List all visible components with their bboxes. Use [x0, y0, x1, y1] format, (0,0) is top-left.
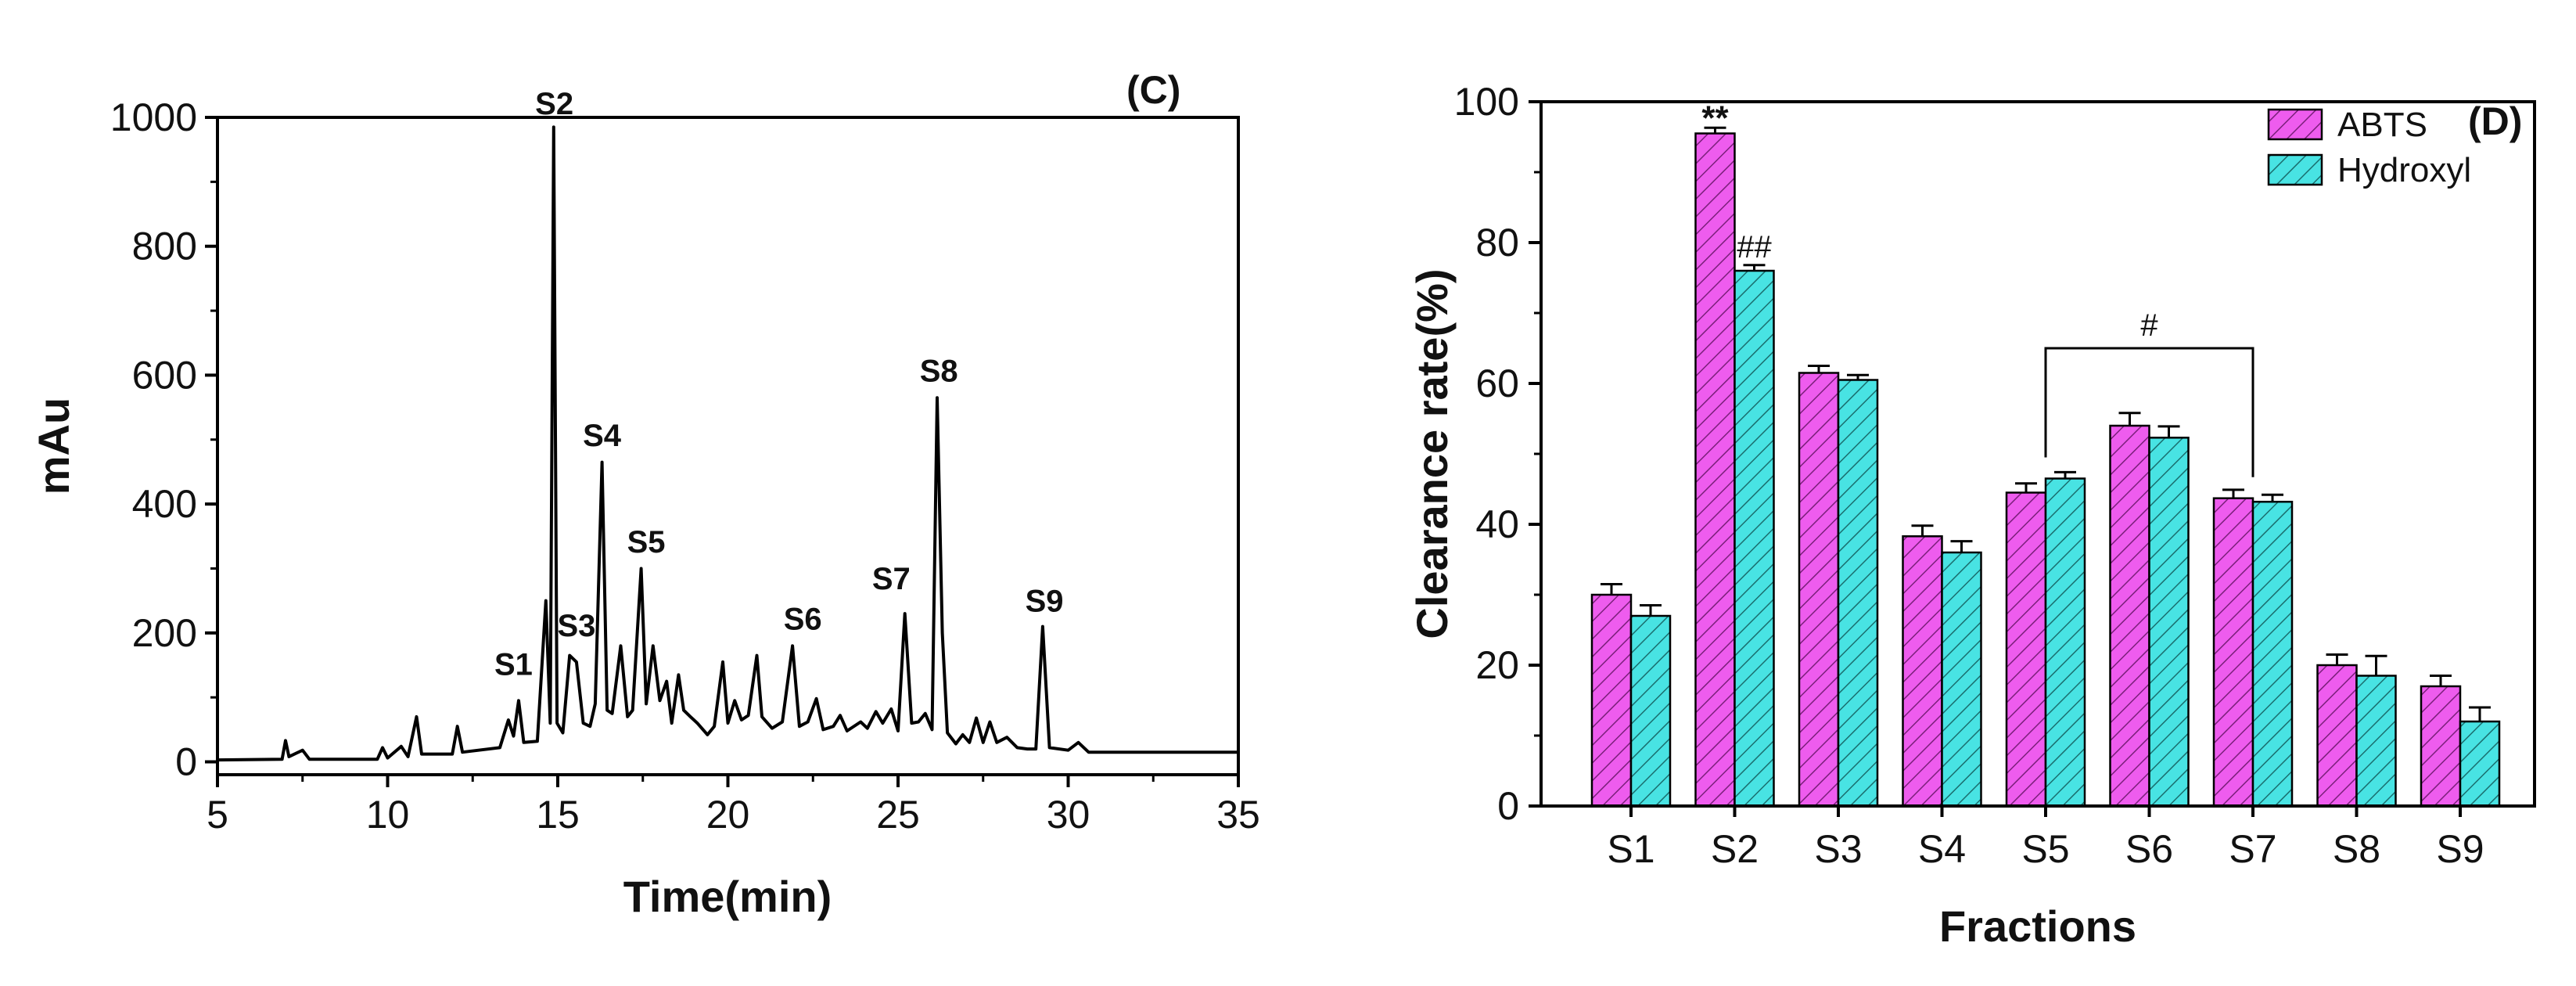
bar-x-ticks: S1 S2 S3 S4 S5 S6 S7 S8 S9	[1607, 806, 2484, 871]
bar-x-tick-label-s1: S1	[1607, 827, 1654, 871]
bar-hydroxyl-s9	[2459, 720, 2501, 808]
bar-abts-s8	[2316, 664, 2358, 808]
bar-abts-s6	[2109, 424, 2150, 808]
bar-y-tick-label: 20	[1475, 643, 1519, 687]
bar-x-tick-label-s7: S7	[2229, 827, 2276, 871]
bar-y-tick-label: 60	[1475, 362, 1519, 405]
bar-abts-s7	[2212, 497, 2254, 808]
bar-abts-s4	[1902, 535, 1943, 808]
legend-swatch-hydroxyl	[2267, 153, 2323, 186]
bar-hydroxyl-s1	[1629, 614, 1672, 808]
bar-panel-label: (D)	[2468, 99, 2522, 143]
bar-hydroxyl-s5	[2044, 477, 2086, 808]
peak-label-s7: S7	[872, 562, 911, 596]
chromatogram-chart: 0 200 400 600 800 1000 5 10 15 20 25 30 35 S1 S2 S3 S4…	[29, 68, 1260, 921]
bar-y-tick-label: 40	[1475, 502, 1519, 546]
peak-label-s6: S6	[784, 603, 822, 637]
significance-markers: **###	[1701, 99, 2254, 477]
significance-marker-hash: #	[2140, 308, 2158, 343]
peak-label-s1: S1	[494, 647, 533, 682]
bar-x-tick-label-s9: S9	[2436, 827, 2484, 871]
chromatogram-plot-frame	[216, 116, 1240, 776]
bar-x-tick-label-s5: S5	[2021, 827, 2069, 871]
bar-x-tick-label-s6: S6	[2125, 827, 2173, 871]
bar-y-tick-label: 100	[1454, 80, 1519, 124]
chromatogram-peak-labels: S1 S2 S3 S4 S5 S6 S7 S8 S9	[494, 87, 1064, 682]
chromatogram-y-ticks: 0 200 400 600 800 1000	[110, 95, 217, 784]
bar-x-tick-label-s4: S4	[1918, 827, 1966, 871]
bar-hydroxyl-s4	[1941, 551, 1982, 808]
peak-label-s9: S9	[1026, 585, 1064, 619]
chromatogram-x-tick-label: 30	[1047, 793, 1090, 837]
bar-hydroxyl-s6	[2148, 437, 2190, 808]
chromatogram-y-tick-label: 600	[132, 353, 197, 397]
chromatogram-x-tick-label: 20	[706, 793, 750, 837]
chromatogram-x-tick-label: 10	[366, 793, 410, 837]
bar-legend: ABTS Hydroxyl	[2267, 106, 2471, 189]
peak-label-s8: S8	[920, 354, 958, 389]
chromatogram-y-tick-label: 0	[175, 740, 197, 784]
bar-hydroxyl-s3	[1837, 379, 1879, 808]
chromatogram-x-axis-title: Time(min)	[623, 872, 832, 921]
chromatogram-trace	[217, 125, 1238, 762]
chromatogram-x-tick-label: 35	[1216, 793, 1260, 837]
bar-x-tick-label-s8: S8	[2333, 827, 2380, 871]
bar-abts-s5	[2005, 491, 2047, 808]
bar-y-tick-label: 0	[1497, 784, 1519, 828]
bar-abts-s3	[1798, 372, 1840, 808]
significance-marker-hydroxyl: ##	[1737, 230, 1772, 264]
peak-label-s5: S5	[627, 525, 666, 560]
chromatogram-y-tick-label: 200	[132, 611, 197, 655]
bar-hydroxyl-s8	[2355, 675, 2397, 808]
chromatogram-y-tick-label: 400	[132, 482, 197, 526]
chromatogram-y-tick-label: 800	[132, 225, 197, 268]
bar-x-tick-label-s2: S2	[1711, 827, 1759, 871]
significance-bracket	[2044, 347, 2254, 477]
chromatogram-x-tick-label: 25	[876, 793, 920, 837]
bar-y-ticks: 0 20 40 60 80 100	[1454, 80, 1541, 828]
bar-abts-s9	[2420, 685, 2462, 808]
significance-marker-abts: **	[1701, 99, 1729, 137]
chromatogram-panel-label: (C)	[1126, 68, 1180, 112]
bar-y-tick-label: 80	[1475, 221, 1519, 264]
chromatogram-y-axis-title: mAu	[29, 398, 78, 495]
bar-x-axis-title: Fractions	[1939, 901, 2136, 951]
legend-label-hydroxyl: Hydroxyl	[2337, 151, 2471, 189]
bar-hydroxyl-s7	[2251, 500, 2294, 808]
chromatogram-x-tick-label: 15	[536, 793, 580, 837]
legend-swatch-abts	[2267, 108, 2323, 141]
clearance-bars	[1590, 126, 2501, 808]
peak-label-s4: S4	[583, 419, 622, 453]
bar-y-axis-title: Clearance rate(%)	[1407, 268, 1457, 639]
bar-x-tick-label-s3: S3	[1814, 827, 1862, 871]
bar-abts-s2	[1694, 132, 1736, 808]
bar-hydroxyl-s2	[1734, 269, 1775, 808]
legend-label-abts: ABTS	[2337, 106, 2427, 144]
chromatogram-y-tick-label: 1000	[110, 95, 197, 139]
chromatogram-x-tick-label: 5	[207, 793, 228, 837]
peak-label-s2: S2	[535, 87, 573, 121]
chromatogram-x-ticks: 5 10 15 20 25 30 35	[207, 775, 1260, 837]
peak-label-s3: S3	[557, 609, 595, 643]
bar-abts-s1	[1590, 593, 1633, 808]
